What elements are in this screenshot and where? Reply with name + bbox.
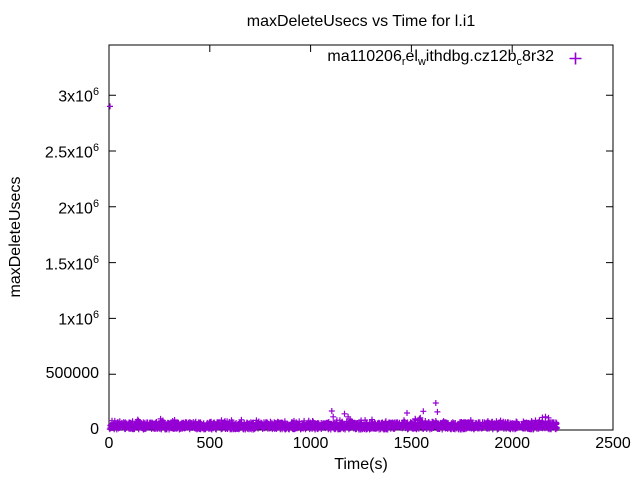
y-tick-label: 1.5x106 — [44, 253, 99, 273]
x-tick-label: 1000 — [292, 435, 329, 452]
y-tick-label: 2.5x106 — [44, 142, 99, 162]
x-tick-label: 500 — [196, 435, 224, 452]
x-tick-label: 0 — [104, 435, 114, 452]
plot-border — [108, 44, 614, 431]
x-tick-label: 2500 — [595, 435, 631, 452]
y-tick-label: 1x106 — [58, 309, 99, 329]
legend: ma110206relwithdbg.cz12bc8r32 — [327, 48, 583, 68]
tick-marks — [108, 45, 614, 431]
legend-label: ma110206relwithdbg.cz12bc8r32 — [327, 48, 554, 69]
y-tick-label: 0 — [90, 421, 99, 438]
y-tick-label: 2x106 — [58, 197, 99, 218]
x-tick-label: 2000 — [494, 435, 530, 452]
plus-marker-icon — [569, 52, 582, 65]
chart-title: maxDeleteUsecs vs Time for l.i1 — [246, 13, 476, 30]
x-tick-label: 1500 — [393, 435, 430, 452]
x-axis-title: Time(s) — [334, 456, 388, 473]
y-tick-label: 500000 — [45, 365, 99, 383]
data-point-markers — [106, 103, 560, 433]
y-tick-label: 3x106 — [58, 86, 99, 106]
